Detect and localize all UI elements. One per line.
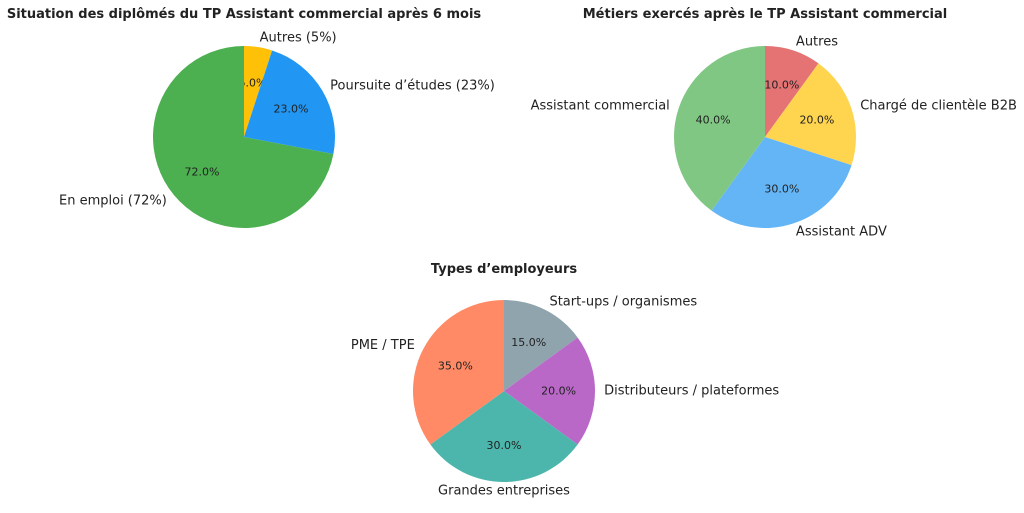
pie-slice [504, 337, 595, 445]
slice-category-label: Poursuite d’études (23%) [330, 79, 495, 94]
slice-category-label: PME / TPE [351, 338, 415, 353]
pie-slice [674, 46, 765, 211]
slice-category-label: Distributeurs / plateformes [604, 384, 779, 399]
slice-category-label: Autres (5%) [260, 31, 337, 46]
pie-chart-employeurs: Types d’employeurs 15.0% Start-ups / orga… [351, 262, 779, 499]
pie-slice [430, 391, 578, 483]
pie-slice [504, 300, 578, 391]
chart-title: Situation des diplômés du TP Assistant c… [7, 7, 482, 22]
slice-percent-label: 30.0% [764, 182, 799, 195]
slice-category-label: Assistant commercial [531, 99, 670, 114]
slice-category-label: Grandes entreprises [438, 484, 570, 499]
slice-category-label: Autres [796, 34, 838, 49]
pie-slice [413, 300, 504, 445]
pie-slice [711, 137, 852, 228]
slice-percent-label: 15.0% [511, 336, 546, 349]
slice-percent-label: 5.0% [239, 77, 267, 90]
pie-slice [153, 46, 334, 229]
chart-title: Types d’employeurs [431, 262, 577, 277]
slice-percent-label: 10.0% [764, 79, 799, 92]
slice-percent-label: 20.0% [541, 385, 576, 398]
slice-percent-label: 35.0% [438, 360, 473, 373]
slice-category-label: Chargé de clientèle B2B [860, 99, 1017, 114]
slice-percent-label: 72.0% [184, 165, 219, 178]
slice-percent-label: 40.0% [696, 114, 731, 127]
pie-slice [765, 63, 856, 166]
slice-percent-label: 20.0% [799, 114, 834, 127]
slice-category-label: Assistant ADV [796, 225, 887, 240]
pie-chart-situation: Situation des diplômés du TP Assistant c… [7, 7, 495, 229]
slice-category-label: En emploi (72%) [59, 193, 167, 208]
slice-percent-label: 30.0% [487, 439, 522, 452]
pie-slice [244, 50, 336, 155]
pie-chart-metiers: Métiers exercés après le TP Assistant co… [531, 7, 1017, 240]
pie-slice [765, 46, 819, 137]
pie-slice [244, 46, 273, 137]
slice-percent-label: 23.0% [274, 103, 309, 116]
slice-category-label: Start-ups / organismes [549, 294, 697, 309]
chart-title: Métiers exercés après le TP Assistant co… [583, 7, 947, 22]
